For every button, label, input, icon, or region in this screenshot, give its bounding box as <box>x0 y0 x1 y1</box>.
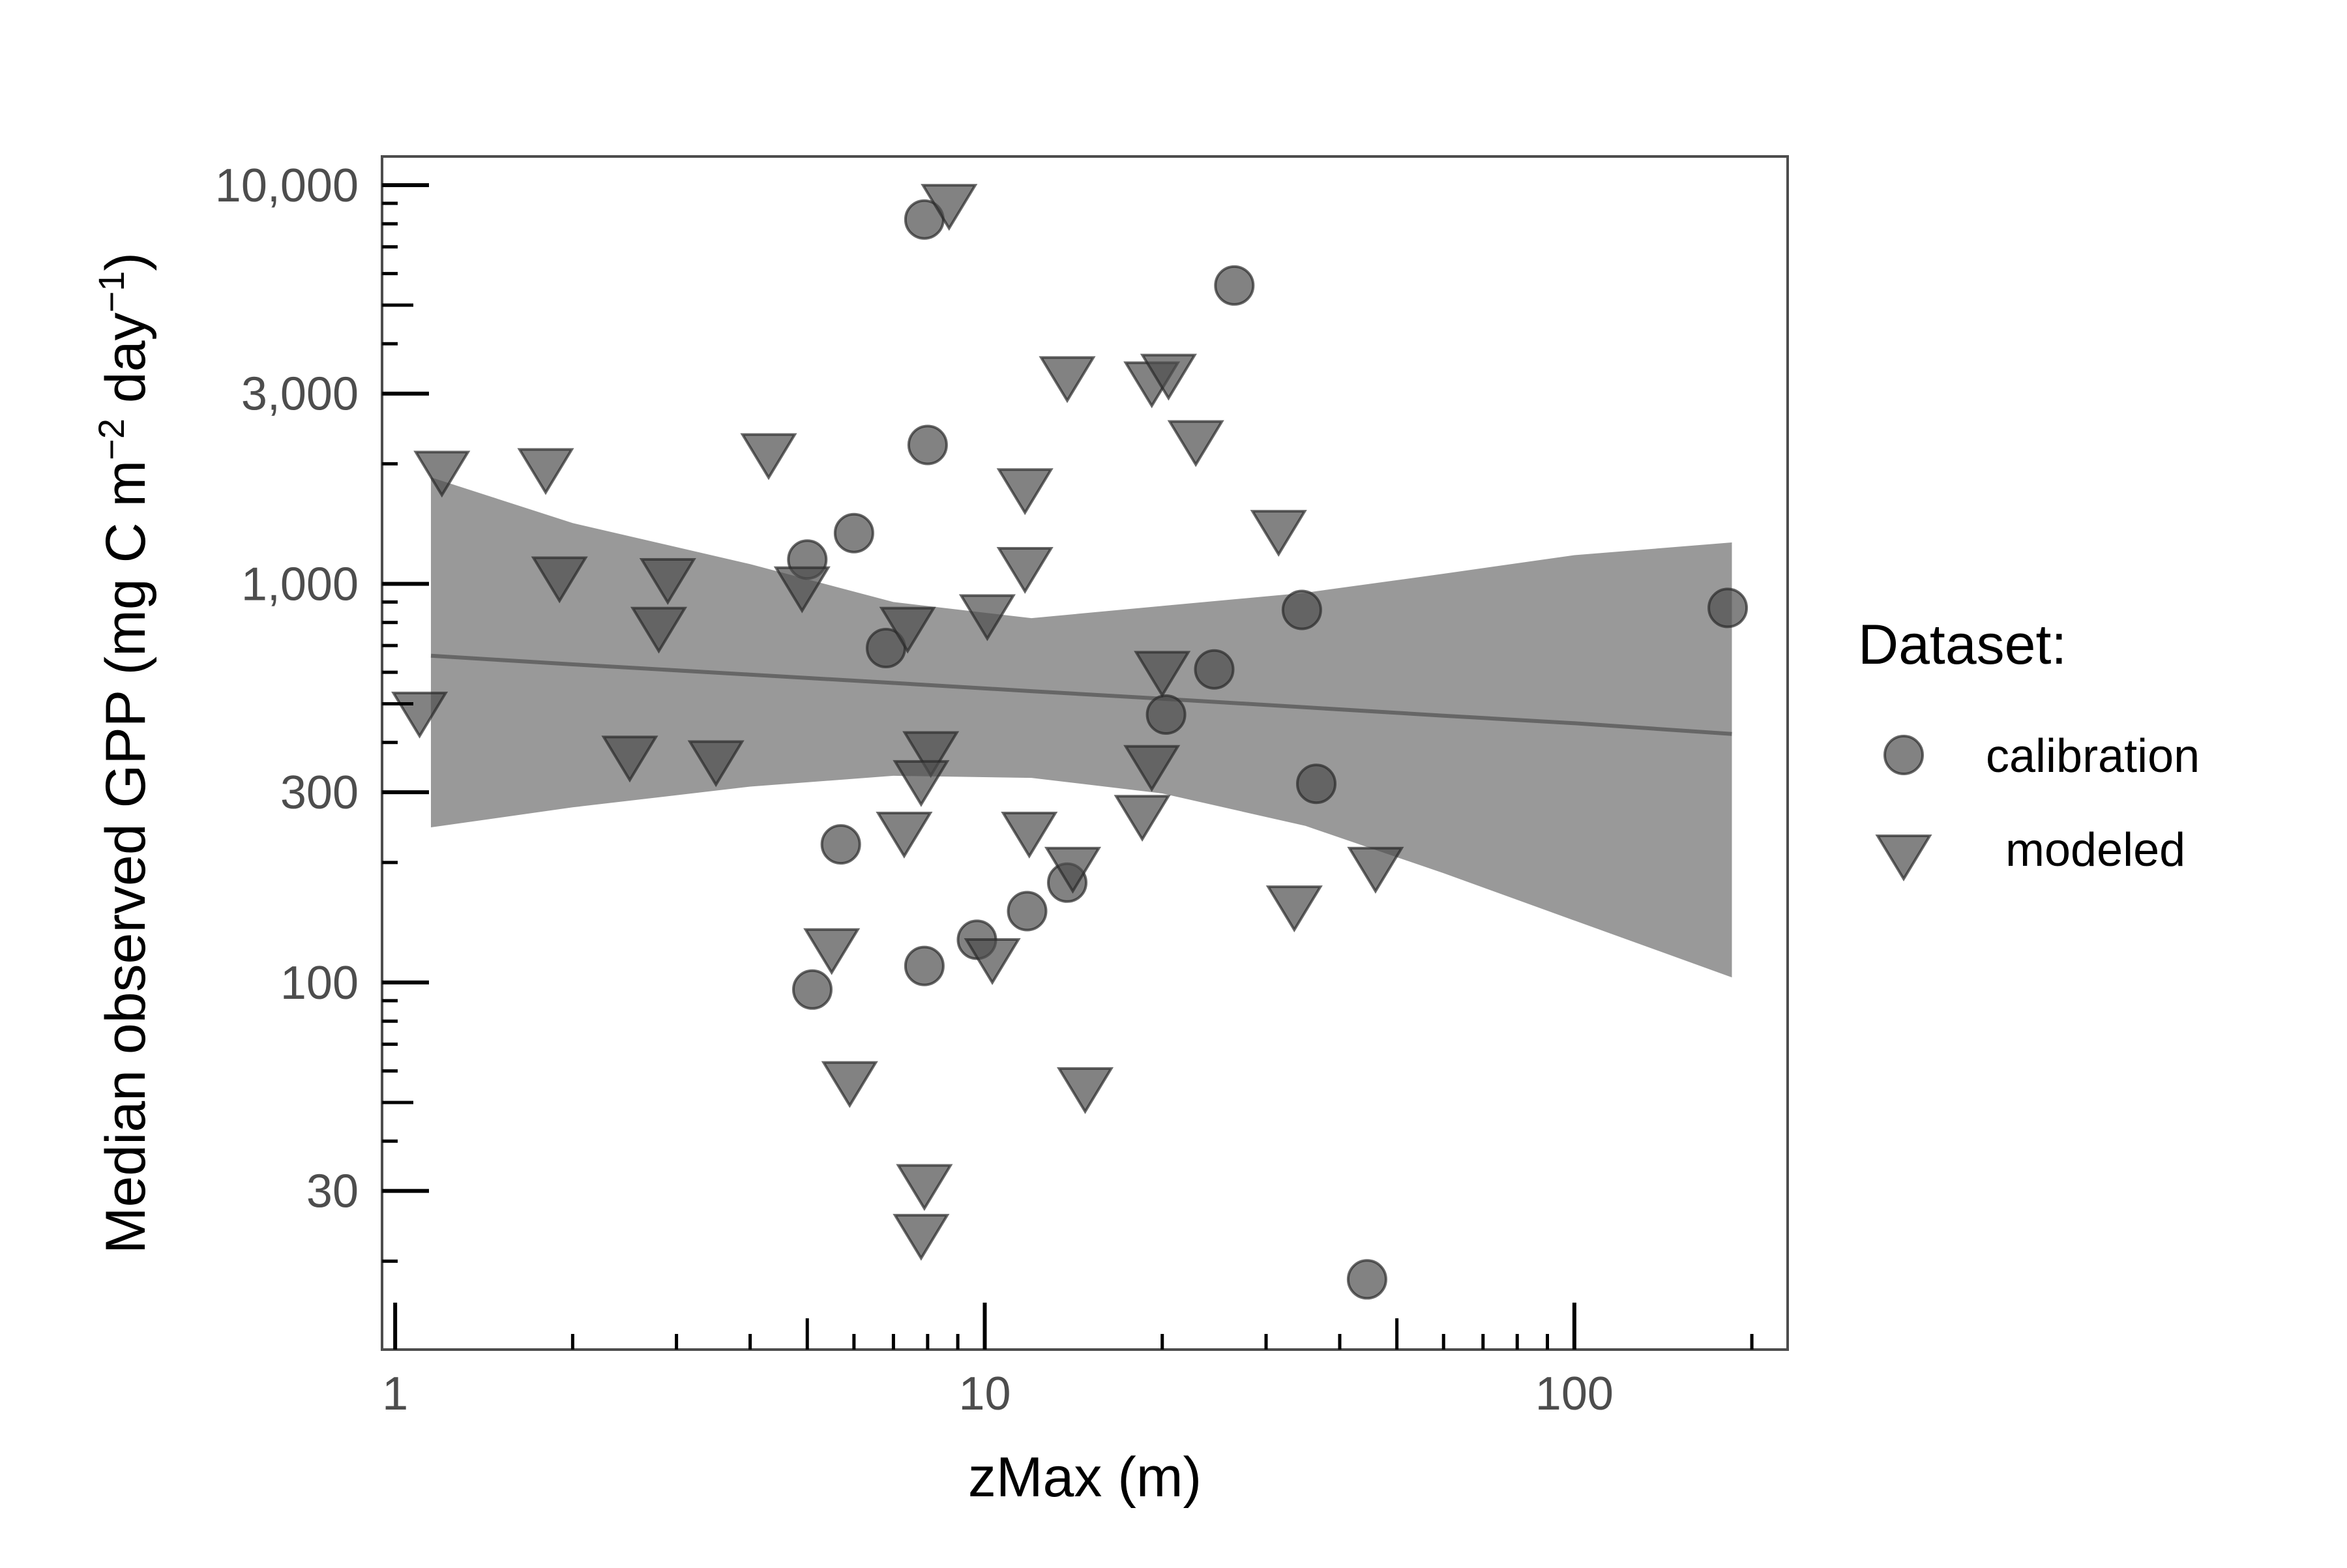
data-point-modeled-11 <box>639 558 696 605</box>
data-point-modeled-3 <box>1140 353 1197 401</box>
data-point-calibration-13 <box>1007 891 1048 932</box>
data-point-modeled-6 <box>517 448 574 496</box>
y-tick-label-1000: 1,000 <box>241 558 359 610</box>
data-point-modeled-15 <box>879 606 936 654</box>
data-points-layer <box>391 184 1749 1300</box>
y-axis-title-sup2: −1 <box>91 271 132 313</box>
data-point-calibration-1 <box>1214 265 1255 306</box>
data-point-calibration-11 <box>820 824 861 865</box>
data-point-modeled-31 <box>964 938 1021 985</box>
trend-line <box>430 653 1732 736</box>
x-tick-label-100: 100 <box>1535 1368 1614 1420</box>
data-point-modeled-19 <box>601 735 658 783</box>
data-point-modeled-17 <box>1134 651 1191 698</box>
legend: Dataset: calibration modeled <box>1858 614 2200 881</box>
legend-label-calibration: calibration <box>1986 730 2200 782</box>
legend-label-modeled: modeled <box>2005 824 2185 876</box>
data-point-modeled-13 <box>773 566 831 614</box>
data-point-modeled-7 <box>740 433 797 481</box>
data-point-modeled-20 <box>687 740 745 788</box>
legend-key-modeled <box>1875 835 1932 881</box>
data-point-modeled-29 <box>1265 885 1323 932</box>
x-axis-title: zMax (m) <box>968 1446 1202 1509</box>
x-tick-label-1: 1 <box>382 1368 408 1420</box>
axes-layer: 30 100 300 1,000 3,000 10,000 1 10 100 <box>215 160 1754 1420</box>
data-point-calibration-2 <box>907 424 948 466</box>
data-point-modeled-10 <box>531 556 588 604</box>
data-point-modeled-34 <box>896 1164 953 1211</box>
data-point-modeled-30 <box>803 928 861 975</box>
y-axis-title: Median observed GPP (mg C m−2 day−1) <box>91 252 157 1254</box>
y-tick-label-10000: 10,000 <box>215 160 359 212</box>
y-tick-label-100: 100 <box>280 957 359 1009</box>
data-point-modeled-0 <box>921 184 978 231</box>
y-tick-label-30: 30 <box>306 1166 359 1218</box>
data-point-modeled-4 <box>1167 420 1224 467</box>
y-tick-label-300: 300 <box>280 767 359 819</box>
data-point-calibration-17 <box>1346 1259 1387 1300</box>
data-point-calibration-15 <box>904 945 945 986</box>
data-point-modeled-9 <box>1250 510 1307 557</box>
data-point-modeled-32 <box>821 1061 878 1108</box>
data-point-calibration-6 <box>1707 587 1749 629</box>
confidence-band-layer <box>431 477 1732 978</box>
confidence-band <box>431 477 1732 978</box>
data-point-modeled-8 <box>996 468 1054 516</box>
data-point-calibration-8 <box>1194 649 1235 690</box>
y-axis-title-end: ) <box>95 252 157 271</box>
y-axis-title-mid: day <box>95 312 157 419</box>
data-point-modeled-16 <box>630 606 688 654</box>
data-point-calibration-16 <box>792 969 833 1010</box>
legend-key-calibration <box>1883 735 1924 775</box>
y-tick-label-3000: 3,000 <box>241 368 359 421</box>
data-point-modeled-5 <box>413 451 471 498</box>
data-point-modeled-12 <box>996 547 1054 594</box>
data-point-modeled-23 <box>893 760 950 807</box>
data-point-modeled-22 <box>1123 745 1181 792</box>
plot-panel-border <box>381 155 1789 1351</box>
y-axis-title-sup1: −2 <box>91 419 132 460</box>
data-point-modeled-26 <box>1001 812 1058 859</box>
data-point-modeled-33 <box>1056 1067 1114 1114</box>
data-point-modeled-21 <box>902 731 960 778</box>
trend-line-layer <box>430 653 1732 736</box>
data-point-calibration-5 <box>1281 589 1322 630</box>
data-point-modeled-28 <box>1347 846 1404 894</box>
data-point-modeled-27 <box>1044 846 1102 894</box>
data-point-modeled-1 <box>1039 356 1096 404</box>
legend-title: Dataset: <box>1858 614 2067 676</box>
data-point-calibration-3 <box>833 512 874 554</box>
data-point-calibration-9 <box>1145 694 1187 735</box>
data-point-modeled-25 <box>876 812 933 859</box>
data-point-modeled-35 <box>893 1213 950 1261</box>
data-point-modeled-24 <box>1114 795 1171 842</box>
data-point-modeled-14 <box>958 594 1016 642</box>
y-axis-title-main: Median observed GPP (mg C m <box>95 460 157 1254</box>
data-point-calibration-10 <box>1296 763 1336 805</box>
x-tick-label-10: 10 <box>958 1368 1011 1420</box>
